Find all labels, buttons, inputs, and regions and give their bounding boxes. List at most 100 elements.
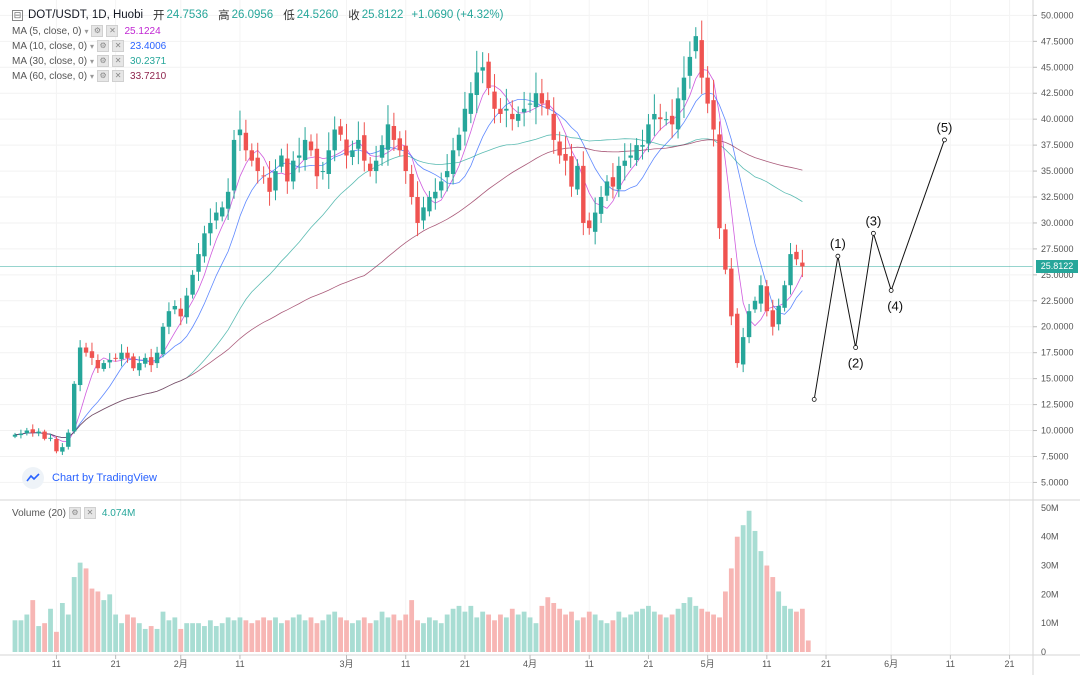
ma-line-60 xyxy=(14,139,803,439)
candle-down xyxy=(89,351,95,358)
volume-bar-down xyxy=(509,608,515,652)
candle-down xyxy=(338,126,343,135)
volume-bar-up xyxy=(196,623,201,652)
candle-up xyxy=(119,352,124,360)
candle-up xyxy=(628,155,633,158)
settings-icon[interactable]: ⚙ xyxy=(68,507,81,519)
candle-down xyxy=(498,108,503,114)
volume-bar-down xyxy=(728,568,734,652)
candle-up xyxy=(746,311,752,338)
volume-bar-up xyxy=(326,614,332,652)
candle-up xyxy=(18,433,24,436)
candle-down xyxy=(113,357,118,359)
volume-bar-up xyxy=(634,611,639,652)
symbol-title[interactable]: DOT/USDT, 1D, Huobi xyxy=(28,9,144,21)
time-tick-label: 11 xyxy=(52,659,61,669)
volume-bar-up xyxy=(480,611,486,652)
credit-text[interactable]: Chart by TradingView xyxy=(52,472,157,484)
volume-bar-up xyxy=(575,620,580,652)
volume-legend[interactable]: Volume (20) ⚙ ✕ 4.074M xyxy=(12,506,135,520)
candle-down xyxy=(243,132,249,151)
candle-down xyxy=(539,93,545,104)
candle-up xyxy=(107,359,112,363)
price-tick-label: 10.0000 xyxy=(1041,426,1074,436)
candle-down xyxy=(368,163,373,172)
close-icon[interactable]: ✕ xyxy=(83,507,96,519)
volume-bar-down xyxy=(734,536,740,652)
time-tick-label: 11 xyxy=(585,659,594,669)
close-icon[interactable]: ✕ xyxy=(112,40,125,52)
wave-point xyxy=(871,230,876,236)
candle-down xyxy=(770,310,775,327)
volume-bar-up xyxy=(438,623,444,652)
candle-up xyxy=(468,93,474,114)
volume-bar-down xyxy=(261,617,267,652)
volume-bar-down xyxy=(361,617,367,652)
volume-bar-up xyxy=(640,608,645,652)
ma5-value: 25.1224 xyxy=(124,25,161,37)
ma-line-5 xyxy=(14,68,803,442)
collapse-icon[interactable]: ⊟ xyxy=(12,9,23,21)
candle-down xyxy=(545,100,550,109)
candle-down xyxy=(95,360,101,369)
volume-bar-down xyxy=(255,620,261,652)
settings-icon[interactable]: ⚙ xyxy=(97,55,110,67)
time-tick-label: 21 xyxy=(643,659,653,669)
candle-up xyxy=(220,207,225,217)
settings-icon[interactable]: ⚙ xyxy=(97,70,110,82)
candle-up xyxy=(444,171,450,178)
close-icon[interactable]: ✕ xyxy=(112,70,125,82)
chevron-down-icon[interactable]: ▾ xyxy=(90,56,95,66)
volume-tick-label: 30M xyxy=(1041,561,1059,571)
volume-bar-up xyxy=(48,608,53,652)
candle-up xyxy=(332,129,337,151)
volume-bar-up xyxy=(432,620,438,652)
volume-bar-up xyxy=(385,617,391,652)
volume-tick-label: 50M xyxy=(1041,503,1059,513)
wave-label: (3) xyxy=(865,213,881,228)
volume-bar-down xyxy=(723,591,728,652)
volume-bar-up xyxy=(474,617,480,652)
volume-value: 4.074M xyxy=(101,507,136,519)
volume-bar-down xyxy=(498,614,503,652)
chevron-down-icon[interactable]: ▾ xyxy=(84,26,89,36)
volume-bar-down xyxy=(125,614,130,652)
candle-down xyxy=(610,177,616,187)
price-tick-label: 32.5000 xyxy=(1041,192,1074,202)
chevron-down-icon[interactable]: ▾ xyxy=(90,71,95,81)
volume-bar-up xyxy=(693,605,699,652)
settings-icon[interactable]: ⚙ xyxy=(97,40,110,52)
candle-down xyxy=(563,153,568,161)
price-tick-label: 25.0000 xyxy=(1041,270,1074,280)
time-tick-label: 21 xyxy=(821,659,831,669)
volume-bar-up xyxy=(604,623,610,652)
tradingview-logo-icon xyxy=(22,467,44,489)
tradingview-credit[interactable]: Chart by TradingView xyxy=(22,467,157,489)
ma30-legend[interactable]: MA (30, close, 0) ▾ ⚙ ✕ 30.2371 xyxy=(12,54,166,68)
volume-bar-up xyxy=(119,623,124,652)
time-tick-label: 3月 xyxy=(340,659,354,669)
volume-bar-up xyxy=(651,611,657,652)
candle-up xyxy=(143,357,148,364)
candle-down xyxy=(125,352,130,358)
candle-down xyxy=(486,61,491,89)
ma60-value: 33.7210 xyxy=(130,70,167,82)
ma60-legend[interactable]: MA (60, close, 0) ▾ ⚙ ✕ 33.7210 xyxy=(12,69,166,83)
candle-up xyxy=(202,233,207,257)
volume-bar-up xyxy=(225,617,231,652)
chevron-down-icon[interactable]: ▾ xyxy=(90,41,95,51)
volume-bar-up xyxy=(527,617,533,652)
candle-up xyxy=(752,300,758,310)
price-tick-label: 30.0000 xyxy=(1041,218,1074,228)
candle-down xyxy=(658,117,663,120)
candle-down xyxy=(492,91,497,109)
close-icon[interactable]: ✕ xyxy=(106,25,119,37)
candles xyxy=(12,20,805,456)
settings-icon[interactable]: ⚙ xyxy=(91,25,104,37)
close-icon[interactable]: ✕ xyxy=(112,55,125,67)
candle-up xyxy=(172,305,178,310)
ma10-legend[interactable]: MA (10, close, 0) ▾ ⚙ ✕ 23.4006 xyxy=(12,39,166,53)
ma5-legend[interactable]: MA (5, close, 0) ▾ ⚙ ✕ 25.1224 xyxy=(12,24,161,38)
volume-bar-down xyxy=(563,614,568,652)
